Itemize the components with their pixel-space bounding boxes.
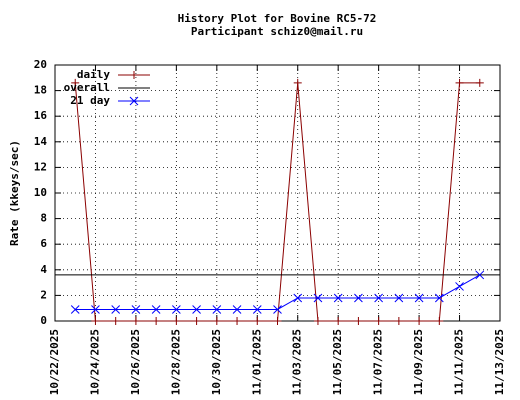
point-marker xyxy=(253,317,262,325)
point-marker xyxy=(70,305,80,314)
point-marker xyxy=(232,305,242,314)
point-marker xyxy=(333,293,343,303)
point-marker xyxy=(414,293,424,303)
point-marker xyxy=(455,78,464,87)
y-tick-label: 10 xyxy=(34,186,47,199)
y-tick-label: 8 xyxy=(40,212,47,225)
point-marker xyxy=(334,317,343,325)
point-marker xyxy=(152,317,161,325)
point-marker xyxy=(293,293,303,303)
point-marker xyxy=(354,293,363,303)
point-marker xyxy=(374,317,383,325)
x-tick-label: 11/05/2025 xyxy=(331,329,344,395)
point-marker xyxy=(192,305,201,314)
x-tick-label: 10/26/2025 xyxy=(129,329,142,395)
point-marker xyxy=(354,317,363,325)
y-tick-label: 4 xyxy=(40,263,47,276)
chart-subtitle: Participant schiz0@mail.ru xyxy=(191,25,363,38)
y-tick-label: 12 xyxy=(34,160,47,173)
legend-label: daily xyxy=(77,68,110,81)
point-marker xyxy=(233,317,242,325)
x-tick-label: 10/24/2025 xyxy=(88,329,101,395)
point-marker xyxy=(212,317,221,325)
point-marker xyxy=(192,317,201,325)
point-marker xyxy=(415,317,424,325)
x-tick-label: 11/11/2025 xyxy=(453,329,466,395)
point-marker xyxy=(212,305,222,314)
point-marker xyxy=(131,317,140,325)
y-tick-label: 0 xyxy=(40,314,47,327)
y-tick-label: 6 xyxy=(40,237,47,250)
point-marker xyxy=(394,293,404,303)
x-tick-label: 10/22/2025 xyxy=(48,329,61,395)
y-tick-label: 14 xyxy=(34,135,48,148)
point-marker xyxy=(111,305,121,314)
y-tick-label: 16 xyxy=(34,109,48,122)
y-tick-label: 2 xyxy=(40,288,47,301)
point-marker xyxy=(273,317,282,325)
chart-title: History Plot for Bovine RC5-72 xyxy=(178,12,377,25)
x-tick-label: 11/01/2025 xyxy=(250,329,263,395)
point-marker xyxy=(273,305,282,314)
point-marker xyxy=(313,317,322,325)
point-marker xyxy=(374,293,383,303)
point-marker xyxy=(71,78,80,87)
point-marker xyxy=(111,317,120,325)
point-marker xyxy=(313,293,323,303)
point-marker xyxy=(293,78,302,87)
y-tick-label: 20 xyxy=(34,58,47,71)
y-tick-label: 18 xyxy=(34,84,47,97)
point-marker xyxy=(475,78,484,87)
point-marker xyxy=(434,293,444,303)
point-marker xyxy=(91,317,100,325)
x-tick-label: 10/30/2025 xyxy=(210,329,223,395)
point-marker xyxy=(252,305,262,314)
y-axis-label: Rate (kkeys/sec) xyxy=(8,140,21,246)
x-tick-label: 11/13/2025 xyxy=(493,329,506,395)
legend-label: overall xyxy=(64,81,110,94)
x-tick-label: 11/09/2025 xyxy=(412,329,425,395)
point-marker xyxy=(172,305,181,314)
point-marker xyxy=(435,317,444,325)
x-tick-label: 11/07/2025 xyxy=(372,329,385,395)
point-marker xyxy=(172,317,181,325)
point-marker xyxy=(455,282,464,291)
point-marker xyxy=(91,305,100,314)
point-marker xyxy=(475,270,485,280)
point-marker xyxy=(131,305,141,314)
point-marker xyxy=(130,71,138,79)
legend-label: 21 day xyxy=(70,94,110,107)
point-marker xyxy=(394,317,403,325)
point-marker xyxy=(151,305,161,314)
x-tick-label: 11/03/2025 xyxy=(291,329,304,395)
x-tick-label: 10/28/2025 xyxy=(169,329,182,395)
point-marker xyxy=(129,96,139,106)
